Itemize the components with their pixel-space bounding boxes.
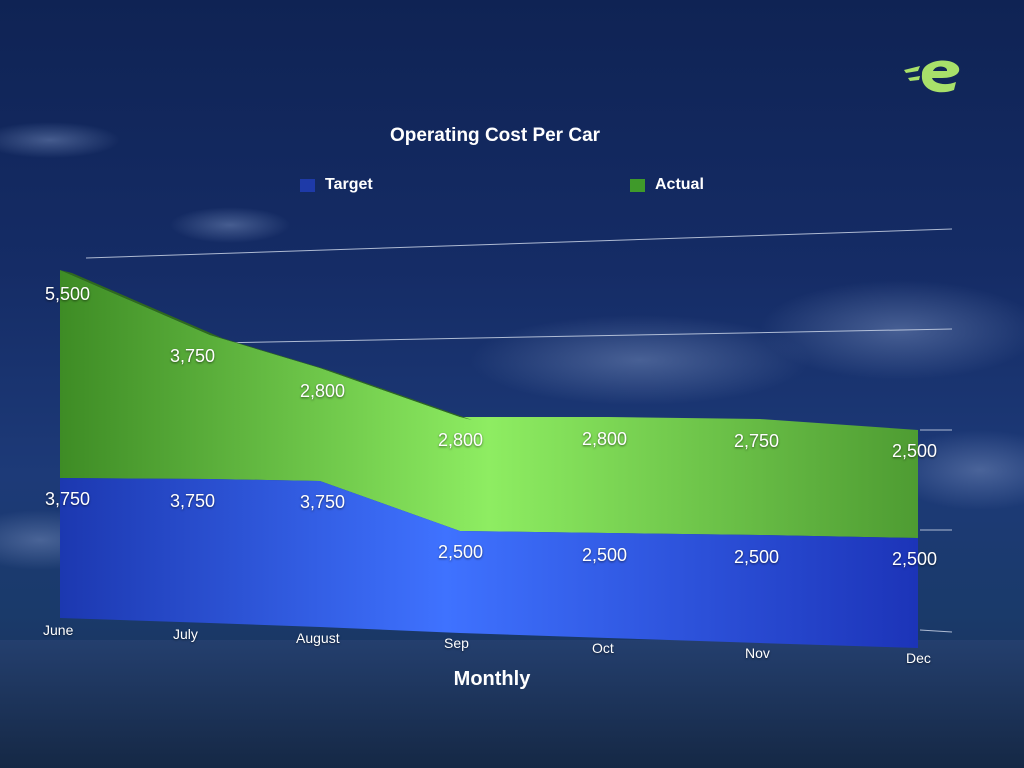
gridline-4 [919, 629, 953, 633]
x-tick-label-nov: Nov [745, 645, 770, 661]
data-label-target-sep: 2,500 [438, 542, 484, 562]
data-label-target-august: 3,750 [300, 492, 346, 512]
brand-logo-icon [904, 60, 960, 93]
data-label-target-july: 3,750 [170, 491, 216, 511]
legend-label-actual: Actual [655, 176, 704, 193]
gridline-0 [85, 228, 953, 259]
data-label-actual-june: 5,500 [45, 284, 91, 304]
x-tick-label-august: August [296, 630, 340, 646]
data-label-target-nov: 2,500 [734, 547, 780, 567]
gridlines [85, 228, 953, 633]
x-axis-title: Monthly [453, 668, 531, 690]
x-tick-label-dec: Dec [906, 650, 931, 666]
legend-item-target: Target [300, 176, 373, 194]
x-tick-label-sep: Sep [444, 635, 469, 651]
chart-title: Operating Cost Per Car [389, 125, 601, 146]
x-tick-label-july: July [173, 626, 198, 642]
data-label-actual-dec: 2,500 [892, 441, 938, 461]
data-label-actual-july: 3,750 [170, 346, 216, 366]
data-label-target-june: 3,750 [45, 489, 91, 509]
gridline-1 [214, 328, 953, 344]
x-tick-label-june: June [43, 622, 74, 638]
data-label-actual-sep: 2,800 [438, 430, 484, 450]
data-label-actual-august: 2,800 [300, 381, 346, 401]
legend-swatch-actual [630, 178, 645, 192]
legend-label-target: Target [325, 176, 373, 193]
legend-item-actual: Actual [630, 176, 704, 194]
chart-areas [60, 270, 918, 648]
x-tick-label-oct: Oct [592, 640, 614, 656]
background-scenery [0, 122, 1024, 768]
area-actual [60, 270, 918, 538]
data-label-actual-nov: 2,750 [734, 431, 780, 451]
data-label-target-dec: 2,500 [892, 549, 938, 569]
data-label-target-oct: 2,500 [582, 545, 628, 565]
legend-swatch-target [300, 178, 315, 192]
data-label-actual-oct: 2,800 [582, 429, 628, 449]
area-target [60, 478, 918, 648]
